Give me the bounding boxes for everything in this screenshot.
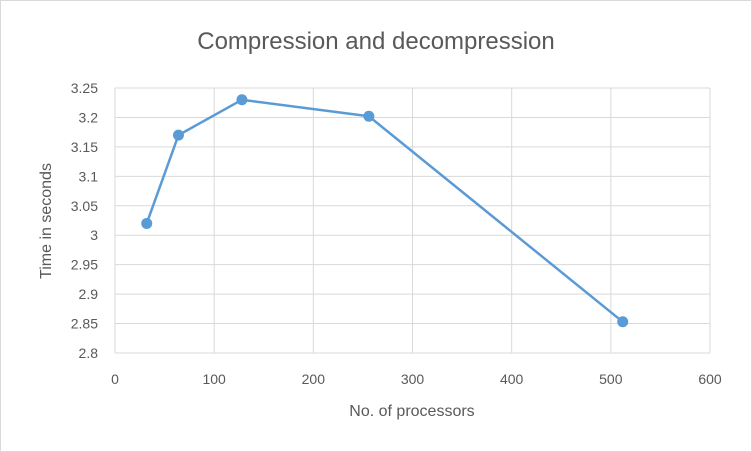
y-gridlines	[115, 87, 710, 354]
x-tick-labels: 0 100 200 300 400 500 600	[111, 371, 722, 387]
series-group	[141, 94, 629, 328]
x-tick-label: 600	[698, 371, 722, 387]
x-tick-label: 100	[202, 371, 226, 387]
data-point	[363, 110, 375, 122]
data-point	[172, 129, 184, 141]
chart-title: Compression and decompression	[197, 28, 555, 55]
y-tick-label: 3	[90, 227, 98, 243]
y-tick-label: 3.1	[79, 168, 99, 184]
x-gridlines	[114, 88, 711, 353]
y-tick-label: 3.05	[71, 198, 98, 214]
y-tick-label: 2.95	[71, 257, 98, 273]
y-tick-label: 2.85	[71, 316, 98, 332]
y-tick-labels: 2.8 2.85 2.9 2.95 3 3.05 3.1 3.15 3.2 3.25	[71, 80, 98, 361]
data-point	[617, 316, 629, 328]
y-tick-label: 2.8	[79, 345, 99, 361]
y-axis-label: Time in seconds	[38, 163, 55, 279]
y-tick-label: 2.9	[79, 286, 99, 302]
series-line	[145, 98, 624, 323]
data-point	[141, 217, 153, 229]
y-tick-label: 3.15	[71, 139, 98, 155]
y-tick-label: 3.2	[79, 109, 99, 125]
x-tick-label: 400	[500, 371, 524, 387]
x-tick-label: 200	[302, 371, 326, 387]
y-tick-label: 3.25	[71, 80, 98, 96]
x-tick-label: 500	[599, 371, 623, 387]
x-tick-label: 0	[111, 371, 119, 387]
x-axis-label: No. of processors	[349, 403, 474, 420]
data-point	[236, 94, 248, 106]
x-tick-label: 300	[401, 371, 425, 387]
